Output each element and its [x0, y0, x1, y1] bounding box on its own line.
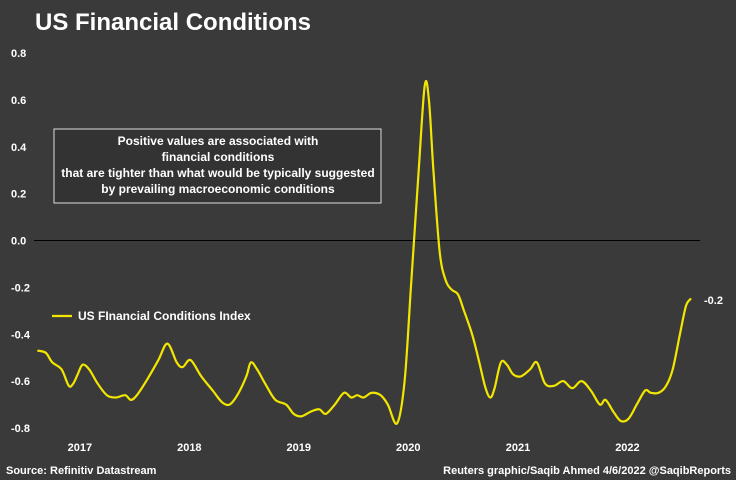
y-tick-label: -0.6	[11, 376, 30, 388]
y-tick-label: 0.8	[11, 48, 26, 60]
y-tick-label: 0.4	[11, 142, 27, 154]
legend: US FInancial Conditions Index	[52, 309, 251, 323]
chart-title: US Financial Conditions	[35, 9, 311, 36]
annotation-box: Positive values are associated with fina…	[53, 128, 382, 204]
legend-label: US FInancial Conditions Index	[78, 309, 251, 323]
x-axis: 2017 2018 2019 2020 2021 2022	[68, 442, 640, 454]
x-tick-label: 2020	[396, 442, 420, 454]
end-value-label: -0.2	[704, 295, 723, 307]
y-tick-label: 0.6	[11, 95, 26, 107]
credit-note: Reuters graphic/Saqib Ahmed 4/6/2022 @Sa…	[443, 465, 731, 477]
y-tick-label: 0.0	[11, 236, 26, 248]
series-line-fci	[37, 79, 692, 425]
y-tick-label: -0.8	[11, 423, 30, 435]
y-tick-label: -0.2	[11, 282, 30, 294]
annotation-line: financial conditions	[162, 150, 275, 164]
annotation-line: Positive values are associated with	[118, 134, 319, 148]
source-note: Source: Refinitiv Datastream	[6, 465, 157, 477]
y-tick-label: 0.2	[11, 189, 26, 201]
x-tick-label: 2018	[177, 442, 201, 454]
annotation-line: that are tighter than what would be typi…	[61, 166, 374, 180]
x-tick-label: 2022	[615, 442, 639, 454]
x-tick-label: 2021	[506, 442, 530, 454]
annotation-line: by prevailing macroeconomic conditions	[101, 182, 335, 196]
y-tick-label: -0.4	[11, 329, 31, 341]
x-tick-label: 2017	[68, 442, 92, 454]
y-axis: 0.8 0.6 0.4 0.2 0.0 -0.2 -0.4 -0.6 -0.8	[11, 48, 31, 435]
x-tick-label: 2019	[287, 442, 311, 454]
